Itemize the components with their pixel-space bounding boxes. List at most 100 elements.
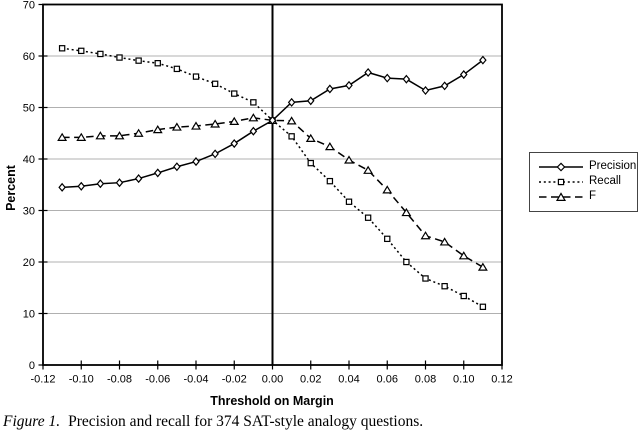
y-tick-label: 30: [23, 206, 35, 218]
y-tick-label: 20: [23, 257, 35, 269]
f-marker: [152, 124, 163, 134]
f-marker: [286, 116, 297, 125]
precision-marker: [383, 73, 392, 83]
series-line-f: [62, 117, 484, 268]
recall-marker: [288, 133, 295, 140]
y-tick-label: 10: [23, 309, 35, 321]
recall-marker: [135, 57, 142, 64]
recall-marker: [154, 60, 161, 67]
f-marker: [382, 185, 393, 194]
precision-line-sample-icon: [539, 162, 583, 172]
legend: Precision Recall F: [529, 152, 638, 212]
f-marker: [57, 132, 68, 141]
recall-marker: [173, 65, 181, 73]
precision-marker: [287, 97, 296, 107]
x-tick-label: 0.12: [491, 374, 512, 386]
x-tick-label: 0.00: [262, 374, 283, 386]
f-marker: [324, 141, 335, 151]
legend-item-recall: Recall: [538, 176, 637, 188]
legend-label-recall: Recall: [589, 175, 621, 188]
y-axis-title: Percent: [4, 165, 18, 211]
precision-marker: [153, 168, 162, 178]
precision-marker: [173, 162, 181, 172]
recall-marker: [441, 283, 448, 290]
f-marker: [305, 133, 316, 142]
precision-marker: [96, 179, 105, 189]
y-tick-label: 0: [29, 360, 35, 372]
recall-marker: [345, 198, 353, 205]
x-tick-label: -0.08: [107, 374, 132, 386]
x-tick-label: 0.04: [338, 374, 359, 386]
recall-marker: [211, 80, 219, 88]
precision-marker: [230, 139, 239, 149]
recall-marker: [58, 45, 66, 52]
x-tick-label: 0.08: [415, 374, 436, 386]
precision-marker: [326, 84, 334, 94]
f-marker: [344, 155, 354, 164]
f-marker: [133, 128, 144, 137]
recall-marker: [192, 73, 200, 80]
figure-caption: Figure 1. Precision and recall for 374 SA…: [3, 413, 637, 431]
precision-marker: [364, 67, 372, 78]
x-tick-label: 0.10: [453, 374, 474, 386]
f-marker: [191, 121, 201, 130]
recall-marker: [364, 214, 372, 221]
caption-text: Precision and recall for 374 SAT-style a…: [68, 413, 424, 430]
precision-marker: [134, 174, 143, 184]
recall-marker: [250, 99, 257, 106]
recall-line-sample-icon: [539, 178, 583, 186]
recall-marker: [384, 235, 391, 243]
recall-marker: [403, 258, 410, 266]
recall-marker: [479, 303, 487, 311]
f-marker: [210, 119, 221, 128]
precision-marker: [440, 81, 449, 91]
y-tick-label: 40: [23, 154, 35, 166]
recall-marker: [460, 292, 467, 300]
recall-marker: [307, 159, 314, 167]
f-marker: [229, 116, 240, 126]
f-marker: [401, 207, 412, 217]
precision-marker: [115, 178, 124, 188]
x-tick-label: -0.02: [222, 374, 247, 386]
precision-marker: [192, 157, 200, 167]
legend-item-f: F: [538, 191, 637, 203]
recall-marker: [97, 50, 104, 58]
precision-marker: [58, 182, 66, 192]
legend-label-f: F: [589, 190, 597, 203]
f-marker: [420, 231, 431, 240]
f-marker: [248, 113, 259, 122]
recall-marker: [116, 54, 123, 61]
f-marker: [114, 131, 125, 140]
f-marker: [363, 165, 374, 174]
y-tick-label: 70: [23, 0, 35, 12]
precision-marker: [345, 80, 353, 90]
f-marker: [477, 262, 488, 271]
precision-marker: [479, 55, 487, 65]
legend-label-precision: Precision: [589, 160, 637, 173]
recall-marker: [422, 275, 429, 282]
precision-marker: [402, 74, 411, 84]
f-line-sample-icon: [539, 192, 583, 201]
y-tick-label: 60: [23, 51, 35, 63]
x-tick-label: -0.06: [145, 374, 170, 386]
precision-marker: [306, 96, 315, 106]
precision-marker: [77, 181, 86, 191]
f-marker: [458, 251, 469, 260]
x-tick-label: -0.04: [183, 374, 208, 386]
f-marker: [76, 132, 87, 141]
recall-marker: [326, 177, 334, 185]
precision-marker: [211, 149, 219, 159]
recall-marker: [78, 47, 85, 55]
caption-label: Figure 1.: [3, 413, 61, 430]
legend-item-precision: Precision: [538, 161, 637, 173]
precision-marker: [249, 126, 258, 136]
x-tick-label: -0.10: [69, 374, 94, 386]
precision-marker: [459, 70, 468, 80]
x-tick-label: -0.12: [30, 374, 55, 386]
recall-marker: [231, 90, 238, 97]
f-marker: [95, 131, 106, 140]
precision-marker: [268, 115, 277, 125]
y-tick-label: 50: [23, 103, 35, 115]
